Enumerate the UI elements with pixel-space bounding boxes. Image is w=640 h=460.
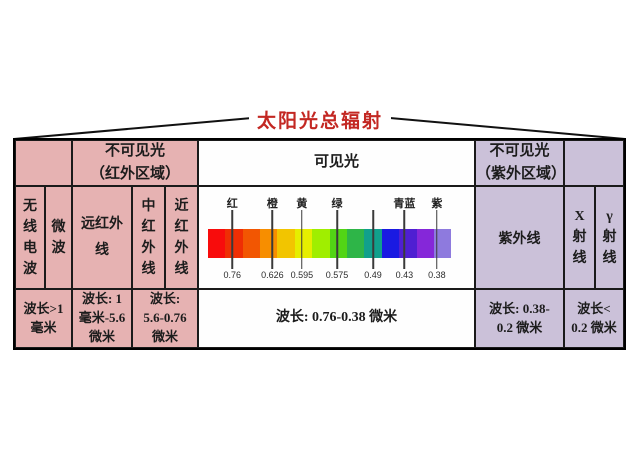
spectrum-segment [312, 229, 330, 258]
wavelength-ultraviolet-line2: 0.2 微米 [496, 319, 543, 335]
header-empty-left [15, 140, 72, 186]
spectrum-tick-line [336, 210, 338, 269]
band-near-infrared: 近红外线 [165, 186, 198, 289]
wavelength-radio-line1: 波长>1 [23, 300, 64, 316]
band-radio-waves-label: 无线电波 [23, 198, 37, 277]
band-microwave-label: 微波 [51, 219, 66, 256]
wavelength-ultraviolet: 波长: 0.38- 0.2 微米 [475, 289, 564, 348]
wavelength-visible: 波长: 0.76-0.38 微米 [198, 289, 475, 348]
header-visible-light: 可见光 [198, 140, 475, 186]
band-ultraviolet: 紫外线 [475, 186, 564, 289]
wavelength-xray-gamma-line2: 0.2 微米 [571, 319, 617, 335]
wavelength-xray-gamma-line1: 波长< [577, 300, 611, 316]
band-near-infrared-label: 近红外线 [174, 198, 189, 277]
spectrum-segment [347, 229, 365, 258]
spectrum-color-label: 黄 [296, 198, 308, 210]
wavelength-ultraviolet-line1: 波长: 0.38- [489, 300, 550, 316]
spectrum-tick-line [231, 210, 234, 269]
wavelength-radio-line2: 毫米 [30, 319, 57, 335]
spectrum-tick-value: 0.76 [223, 270, 242, 280]
band-mid-infrared-label: 中红外线 [141, 198, 156, 277]
spectrum-segment [294, 229, 313, 258]
spectrum-color-label: 紫 [431, 198, 443, 210]
band-microwave: 微波 [45, 186, 72, 289]
spectrum-segment [277, 229, 295, 258]
band-far-infrared-label: 远红外线 [80, 217, 123, 258]
visible-spectrum-cell: 红 橙 黄 绿 青蓝 紫 0.76 0.626 0.595 0.575 0.49 0.43 0.38 [198, 186, 475, 289]
spectrum-tick-value: 0.49 [364, 270, 382, 280]
spectrum-segment [416, 229, 435, 258]
spectrum-tick-value: 0.626 [261, 270, 284, 280]
roof-line-left [13, 117, 253, 140]
wavelength-mid-near-infrared-line3: 微米 [151, 328, 178, 344]
wavelength-mid-near-infrared-line1: 波长: [149, 291, 181, 307]
spectrum-segment [434, 229, 452, 258]
spectrum-tick-line [271, 210, 274, 269]
spectrum-segment [260, 229, 278, 258]
spectrum-tick-value: 0.43 [395, 270, 414, 280]
spectrum-segment [207, 229, 226, 258]
wavelength-far-infrared-line3: 微米 [88, 328, 115, 344]
spectrum-segment [242, 229, 261, 258]
wavelength-far-infrared: 波长: 1 毫米-5.6 微米 [72, 289, 132, 348]
spectrum-segment [329, 229, 348, 258]
roof-line-right [389, 117, 626, 140]
spectrum-tick-line [372, 210, 374, 269]
band-radio-waves: 无线电波 [15, 186, 45, 289]
visible-spectrum: 红 橙 黄 绿 青蓝 紫 0.76 0.626 0.595 0.575 0.49 0.43 0.38 [199, 187, 474, 288]
band-ultraviolet-label: 紫外线 [498, 231, 541, 247]
header-invisible-infrared-line1: 不可见光 [104, 142, 165, 159]
header-invisible-infrared-line2: （红外区域） [89, 166, 180, 182]
spectrum-table: 不可见光 （红外区域） 可见光 不可见光 （紫外区域） 无线电波 微波 远红外线… [13, 138, 626, 350]
wavelength-mid-near-infrared-line2: 5.6-0.76 [143, 310, 187, 326]
header-invisible-ultraviolet-line2: （紫外区域） [476, 166, 564, 182]
spectrum-tick-value: 0.575 [325, 270, 349, 280]
wavelength-far-infrared-line2: 毫米-5.6 [78, 310, 126, 326]
header-invisible-ultraviolet: 不可见光 （紫外区域） [475, 140, 564, 186]
spectrum-tick-line [403, 210, 406, 269]
spectrum-bar [207, 229, 452, 258]
spectrum-color-label: 红 [226, 198, 238, 210]
spectrum-tick-line [436, 210, 438, 269]
diagram-title: 太阳光总辐射 [248, 106, 392, 133]
header-visible-light-label: 可见光 [313, 154, 359, 171]
spectrum-tick-value: 0.38 [428, 270, 446, 280]
spectrum-segment [399, 229, 417, 258]
wavelength-radio: 波长>1 毫米 [15, 289, 72, 348]
band-xray-label: X射线 [572, 209, 587, 266]
band-mid-infrared: 中红外线 [132, 186, 165, 289]
spectrum-color-label: 绿 [331, 198, 343, 210]
wavelength-far-infrared-line1: 波长: 1 [81, 291, 123, 307]
spectrum-tick-value: 0.595 [290, 270, 314, 280]
wavelength-xray-gamma: 波长< 0.2 微米 [564, 289, 624, 348]
header-invisible-ultraviolet-line1: 不可见光 [489, 142, 550, 159]
band-gamma-ray-label: γ射线 [602, 209, 617, 266]
spectrum-segment [225, 229, 243, 258]
spectrum-tick-line [301, 210, 303, 269]
spectrum-color-label: 橙 [266, 198, 278, 210]
header-empty-right [564, 140, 624, 186]
wavelength-mid-near-infrared: 波长: 5.6-0.76 微米 [132, 289, 198, 348]
band-gamma-ray: γ射线 [595, 186, 624, 289]
spectrum-color-label: 青蓝 [393, 198, 416, 210]
band-xray: X射线 [564, 186, 595, 289]
header-invisible-infrared: 不可见光 （红外区域） [72, 140, 198, 186]
spectrum-segment [381, 229, 400, 258]
wavelength-visible-label: 波长: 0.76-0.38 微米 [275, 310, 398, 326]
band-far-infrared: 远红外线 [72, 186, 132, 289]
